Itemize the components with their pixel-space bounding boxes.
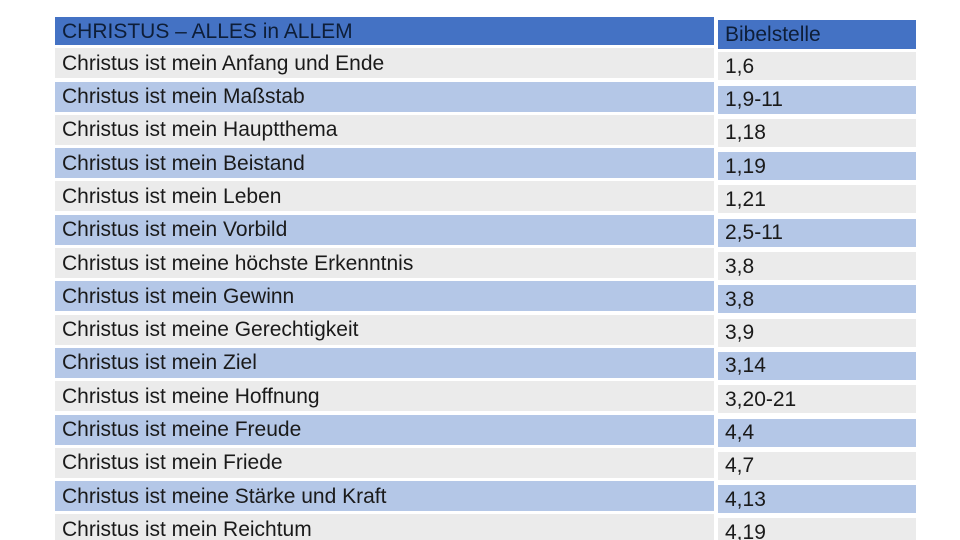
bibelstelle-table: Bibelstelle 1,6 1,9-11 1,18 1,19 1,21 2,5-11 3… (718, 20, 916, 540)
bibelstelle-table-header: Bibelstelle (718, 20, 916, 49)
table-row: Christus ist mein Gewinn (55, 281, 714, 312)
table-row: 3,9 (718, 318, 916, 347)
table-row: Christus ist meine höchste Erkenntnis (55, 248, 714, 279)
table-row: Christus ist mein Anfang und Ende (55, 48, 714, 79)
table-row: Christus ist mein Beistand (55, 148, 714, 179)
table-row: Christus ist mein Ziel (55, 347, 714, 378)
table-row: 4,19 (718, 518, 916, 540)
table-row: 4,4 (718, 418, 916, 447)
table-row: 4,7 (718, 451, 916, 480)
bibelstelle-table-rows: 1,6 1,9-11 1,18 1,19 1,21 2,5-11 3,8 3,8 3,9 3,14… (718, 52, 916, 540)
table-row: Christus ist mein Leben (55, 181, 714, 212)
table-row: 3,8 (718, 252, 916, 281)
table-row: Christus ist mein Reichtum (55, 514, 714, 540)
table-row: Christus ist meine Hoffnung (55, 381, 714, 412)
table-row: 1,18 (718, 118, 916, 147)
table-row: 3,8 (718, 285, 916, 314)
table-row: 1,6 (718, 52, 916, 81)
table-row: 4,13 (718, 485, 916, 514)
christus-table: CHRISTUS – ALLES in ALLEM Christus ist m… (55, 17, 714, 540)
table-row: Christus ist mein Maßstab (55, 81, 714, 112)
table-row: Christus ist meine Stärke und Kraft (55, 481, 714, 512)
table-row: 1,21 (718, 185, 916, 214)
table-row: Christus ist mein Hauptthema (55, 114, 714, 145)
table-row: 1,19 (718, 152, 916, 181)
table-row: Christus ist mein Friede (55, 447, 714, 478)
table-row: 3,20-21 (718, 385, 916, 414)
table-row: Christus ist mein Vorbild (55, 214, 714, 245)
table-row: Christus ist meine Gerechtigkeit (55, 314, 714, 345)
table-row: 2,5-11 (718, 218, 916, 247)
table-row: 1,9-11 (718, 85, 916, 114)
christus-table-rows: Christus ist mein Anfang und Ende Christu… (55, 48, 714, 540)
christus-table-header: CHRISTUS – ALLES in ALLEM (55, 17, 714, 45)
table-row: Christus ist meine Freude (55, 414, 714, 445)
table-row: 3,14 (718, 351, 916, 380)
